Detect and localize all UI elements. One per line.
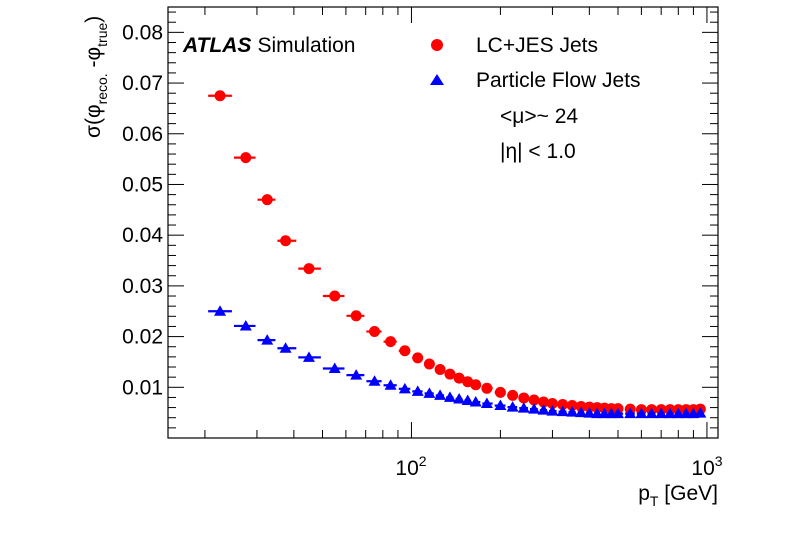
data-point [399, 345, 411, 357]
data-point [412, 352, 424, 364]
data-point [240, 152, 252, 164]
data-point [624, 407, 637, 419]
data-point [398, 382, 411, 394]
data-point [494, 399, 507, 411]
data-point [461, 394, 474, 405]
data-point [261, 194, 273, 206]
x-tick-labels: 102 103 [395, 453, 722, 480]
data-point [694, 407, 707, 418]
data-point [470, 379, 482, 391]
data-point [494, 386, 506, 398]
data-point [575, 406, 588, 418]
legend: LC+JES Jets Particle Flow Jets [430, 34, 641, 92]
legend-label-lc-jes: LC+JES Jets [476, 34, 598, 57]
data-point [328, 362, 341, 374]
axis-ticks [168, 7, 718, 439]
data-point [575, 401, 587, 413]
data-point [655, 407, 668, 419]
data-point [303, 263, 315, 275]
data-point [434, 364, 446, 376]
pileup-annotation: <μ>~ 24 [500, 105, 578, 128]
x-axis-label: pT [GeV] [638, 482, 718, 509]
data-point [481, 382, 493, 394]
data-point [302, 351, 315, 362]
data-point [279, 342, 292, 353]
data-point [261, 334, 274, 345]
data-point [583, 401, 595, 413]
data-point [557, 399, 569, 411]
data-point [556, 405, 569, 417]
legend-label-particle-flow: Particle Flow Jets [476, 69, 641, 92]
data-point [443, 391, 456, 402]
legend-marker-particle-flow [430, 74, 444, 85]
series-particle-flow [208, 305, 707, 419]
data-point [537, 404, 550, 415]
data-point [214, 305, 227, 316]
data-point [528, 403, 541, 414]
x-tick-label-1000: 103 [691, 453, 722, 480]
data-point [645, 407, 658, 419]
data-point [369, 326, 381, 338]
data-point [566, 400, 578, 412]
data-point [423, 358, 435, 370]
data-point [368, 375, 381, 386]
atlas-label: ATLAS Simulation [182, 34, 356, 57]
data-point [538, 396, 550, 408]
series-lc-jes [208, 90, 706, 416]
y-tick-label: 0.08 [122, 21, 163, 44]
data-point [434, 389, 447, 400]
data-point [214, 90, 226, 102]
data-point [350, 369, 363, 380]
data-point [329, 290, 341, 302]
data-point [506, 401, 519, 412]
data-point [507, 389, 519, 401]
data-point [411, 385, 424, 396]
plot-frame [167, 6, 719, 439]
data-point [280, 235, 292, 247]
data-point [546, 405, 559, 416]
data-point [444, 368, 456, 380]
data-point [453, 372, 465, 384]
data-marks [208, 90, 707, 419]
legend-marker-lc-jes [431, 39, 443, 51]
data-point [566, 406, 579, 417]
y-tick-label: 0.01 [122, 376, 163, 399]
y-tick-label: 0.02 [122, 326, 163, 349]
data-point [350, 310, 362, 322]
data-point [546, 398, 558, 410]
y-tick-label: 0.06 [122, 123, 163, 146]
data-point [384, 379, 397, 390]
data-point [528, 394, 540, 406]
y-axis-label: σ(φreco. -φtrue) [82, 16, 110, 138]
data-point [469, 395, 482, 407]
data-point [480, 397, 493, 409]
y-tick-label: 0.07 [122, 72, 163, 95]
data-point [239, 319, 252, 331]
data-point [517, 402, 530, 413]
x-tick-label-100: 102 [395, 453, 426, 480]
y-tick-label: 0.05 [122, 173, 163, 196]
y-tick-labels: 0.01 0.02 0.03 0.04 0.05 0.06 0.07 0.08 [122, 21, 163, 399]
data-point [518, 392, 530, 404]
data-point [664, 407, 677, 419]
data-point [672, 407, 685, 419]
y-tick-label: 0.03 [122, 275, 163, 298]
data-point [611, 407, 624, 419]
data-point [423, 387, 436, 398]
data-point [583, 407, 596, 418]
data-point [635, 407, 648, 419]
data-point [385, 336, 397, 348]
data-point [453, 392, 466, 404]
y-tick-label: 0.04 [122, 224, 163, 247]
eta-annotation: |η| < 1.0 [500, 140, 576, 163]
